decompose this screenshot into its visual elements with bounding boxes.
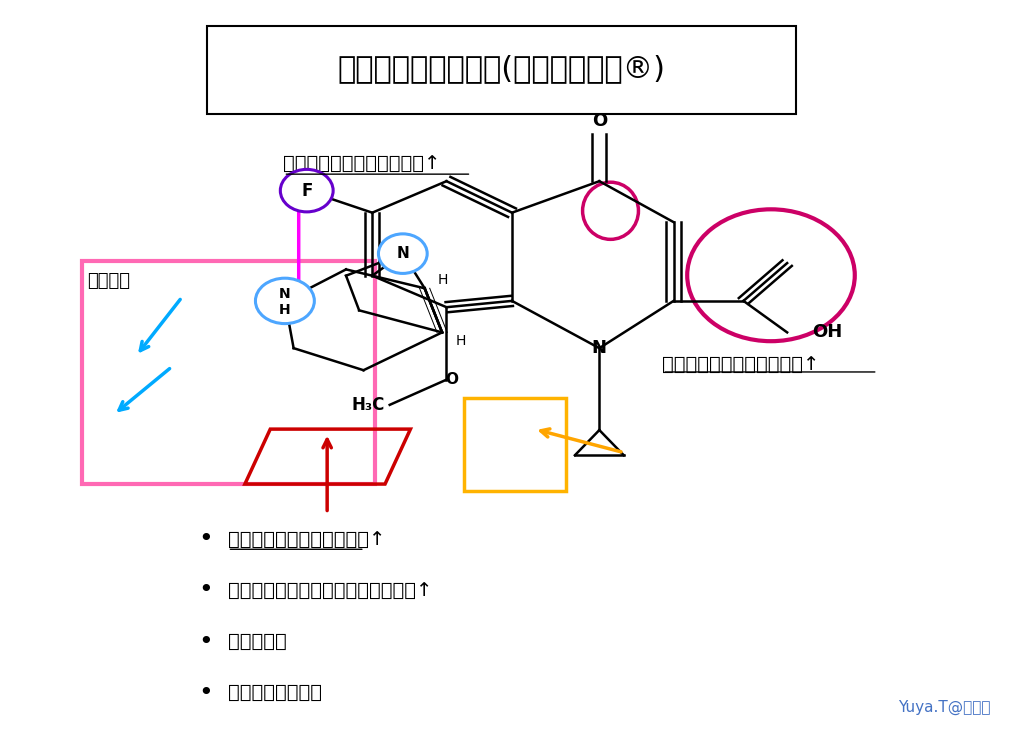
Ellipse shape [255, 278, 314, 324]
FancyBboxPatch shape [207, 26, 797, 114]
Text: O: O [445, 372, 458, 387]
Ellipse shape [281, 170, 333, 212]
Text: 水素結合: 水素結合 [87, 272, 130, 290]
Ellipse shape [379, 234, 427, 273]
Text: •: • [198, 630, 213, 654]
Text: H: H [456, 334, 466, 348]
Text: ニューキノロン耐性菌への抗菌活性↑: ニューキノロン耐性菌への抗菌活性↑ [227, 581, 432, 599]
Text: 耐性化防止: 耐性化防止 [227, 632, 287, 651]
Text: •: • [198, 578, 213, 602]
Text: H: H [280, 302, 291, 316]
Text: 光線過敏症の軽減: 光線過敏症の軽減 [227, 683, 322, 702]
Text: N: N [592, 339, 607, 357]
Text: グラム陰性菌への抗菌活性↑: グラム陰性菌への抗菌活性↑ [663, 355, 819, 374]
Text: •: • [198, 527, 213, 551]
Text: N: N [280, 287, 291, 301]
Text: H: H [437, 273, 449, 287]
Text: モキシフロキサシン(アベロックス®): モキシフロキサシン(アベロックス®) [338, 54, 666, 83]
Text: F: F [301, 182, 312, 199]
Text: N: N [396, 246, 410, 261]
Text: Yuya.T@薬剤師: Yuya.T@薬剤師 [898, 700, 990, 715]
Text: グラム陽性菌への抗菌活性↑: グラム陽性菌への抗菌活性↑ [284, 153, 441, 173]
Text: グラム陽性菌への抗菌活性↑: グラム陽性菌への抗菌活性↑ [227, 530, 385, 548]
Text: H₃C: H₃C [351, 396, 385, 414]
Text: OH: OH [812, 323, 843, 342]
Text: O: O [592, 112, 607, 130]
Text: •: • [198, 681, 213, 705]
